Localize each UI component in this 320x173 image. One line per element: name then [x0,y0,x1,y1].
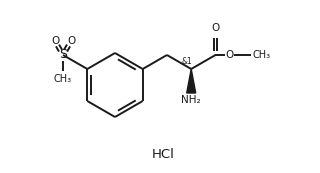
Text: NH₂: NH₂ [181,95,201,105]
Text: CH₃: CH₃ [252,50,270,60]
Text: O: O [211,23,220,33]
Text: O: O [51,36,59,46]
Text: CH₃: CH₃ [54,74,72,84]
Text: S: S [59,48,67,61]
Polygon shape [187,69,196,93]
Text: &1: &1 [182,57,193,66]
Text: O: O [225,50,234,60]
Text: O: O [67,36,75,46]
Text: HCl: HCl [152,148,174,162]
